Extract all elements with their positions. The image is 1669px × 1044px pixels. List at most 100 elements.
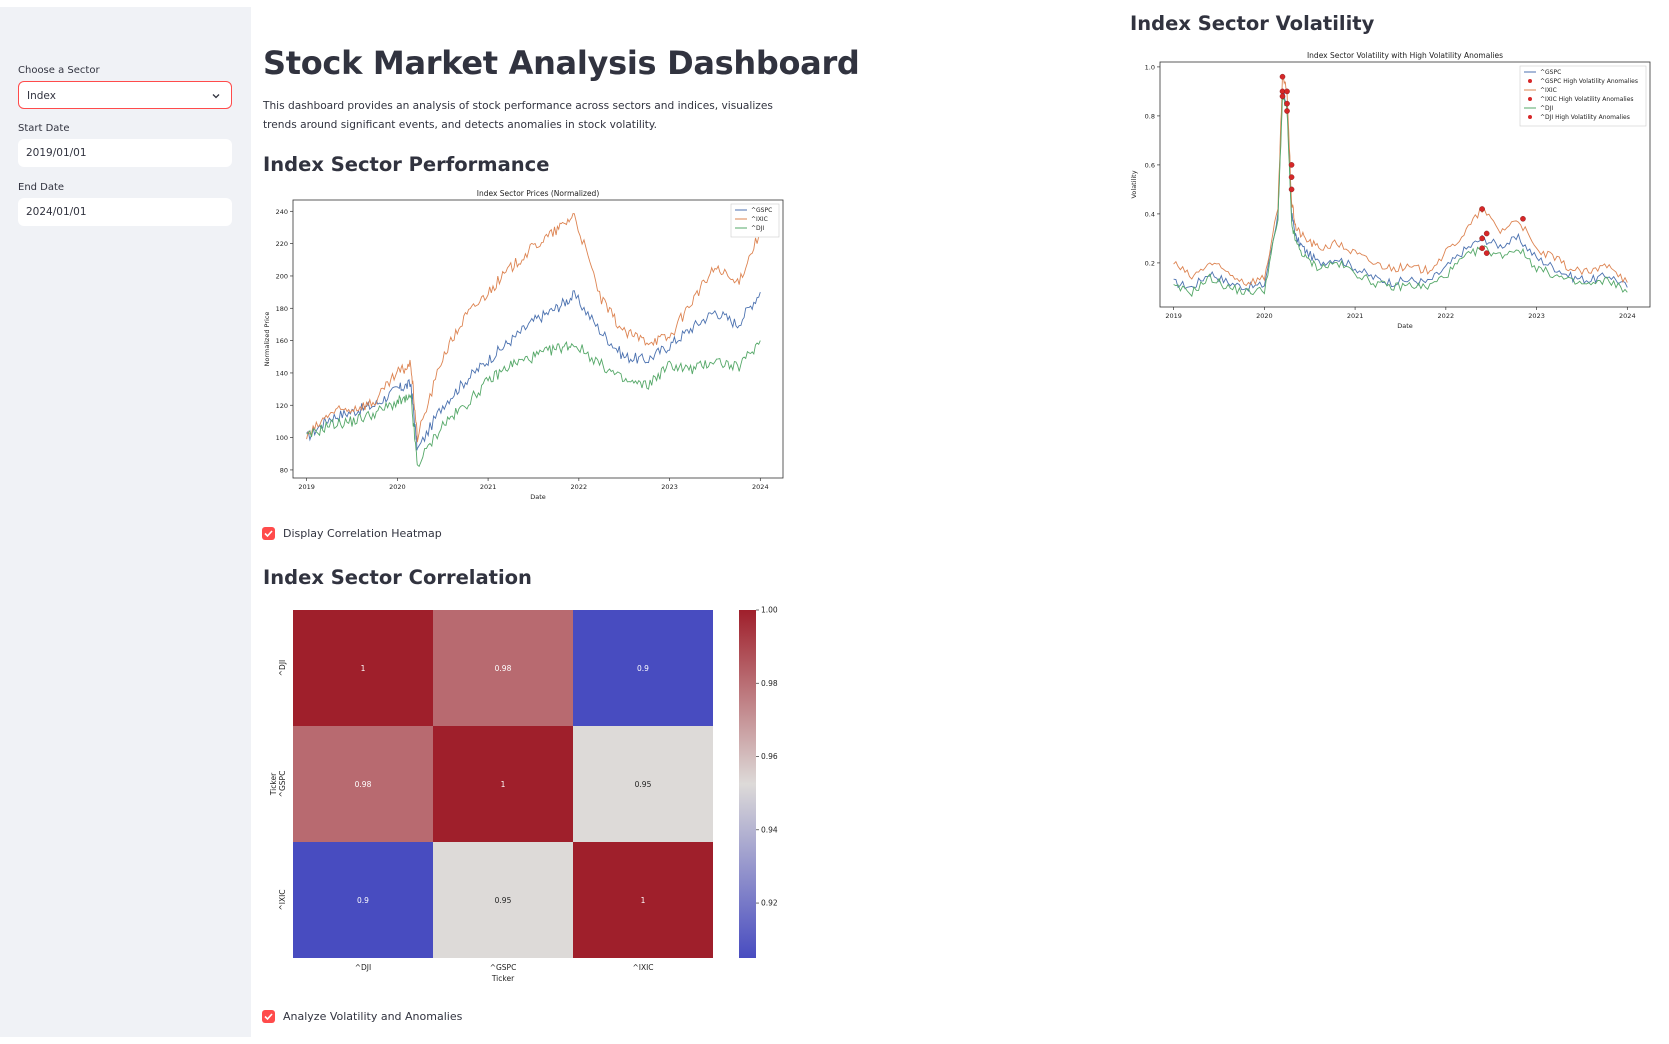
x-tick-label: ^GSPC: [490, 963, 517, 972]
legend-marker: [1528, 79, 1532, 83]
y-tick-label: 100: [276, 434, 288, 442]
heatmap-cell-label: 0.98: [355, 780, 372, 789]
x-tick-label: 2019: [1165, 312, 1182, 320]
anomaly-point-ixic: [1288, 162, 1295, 168]
heatmap-cell-label: 1: [501, 780, 506, 789]
heatmap-cell: [293, 610, 433, 726]
y-tick-label: 160: [276, 337, 288, 345]
legend-label: ^IXIC High Volatility Anomalies: [1540, 96, 1634, 103]
chart-title: Index Sector Volatility with High Volati…: [1307, 51, 1503, 60]
colorbar-tick-label: 0.96: [761, 752, 778, 761]
x-tick-label: 2024: [752, 483, 769, 491]
colorbar-tick-label: 0.98: [761, 679, 778, 688]
anomaly-point-dji: [1288, 186, 1295, 193]
x-tick-label: ^DJI: [355, 963, 371, 972]
y-tick-label: ^DJI: [278, 660, 287, 676]
series-line-ixic: [1173, 74, 1628, 287]
end-date-label: End Date: [18, 182, 65, 193]
y-tick-label: ^IXIC: [278, 889, 287, 910]
checkbox-checked-icon: [262, 1010, 275, 1023]
series-line-gspc: [1173, 89, 1628, 292]
heatmap-cell-label: 1: [641, 896, 646, 905]
heatmap-cell-label: 1: [361, 664, 366, 673]
performance-line-chart: Index Sector Prices (Normalized) 2019 2020…: [263, 188, 793, 508]
plot-frame: [292, 199, 784, 479]
y-tick-label: 0.8: [1145, 112, 1155, 120]
start-date-input[interactable]: 2019/01/01: [18, 139, 232, 167]
legend-label: ^GSPC: [1540, 69, 1561, 76]
y-tick-label: 180: [276, 305, 288, 313]
x-axis-label: Date: [530, 493, 546, 501]
x-tick-label: 2020: [389, 483, 406, 491]
heatmap-cell-label: 0.95: [495, 896, 512, 905]
anomaly-point-ixic: [1284, 88, 1290, 95]
heatmap-cell: [433, 726, 573, 842]
heatmap-checkbox-label: Display Correlation Heatmap: [283, 527, 442, 540]
series-line-gspc: [306, 290, 761, 451]
y-tick-label: 0.4: [1145, 210, 1155, 218]
heatmap-cell-label: 0.9: [637, 664, 649, 673]
anomaly-point-dji: [1284, 108, 1290, 114]
heatmap-cell: [573, 610, 713, 726]
y-tick-label: 240: [276, 208, 288, 216]
plot-frame: [1159, 61, 1651, 308]
x-tick-label: 2024: [1619, 312, 1636, 320]
y-tick-label: 140: [276, 369, 288, 377]
correlation-header: Index Sector Correlation: [263, 566, 532, 589]
sector-select-label: Choose a Sector: [18, 65, 100, 76]
page-description: This dashboard provides an analysis of s…: [263, 100, 773, 131]
sector-select[interactable]: Index: [18, 81, 232, 109]
volatility-checkbox-label: Analyze Volatility and Anomalies: [283, 1010, 463, 1023]
volatility-checkbox[interactable]: Analyze Volatility and Anomalies: [262, 1010, 462, 1023]
legend-label: ^GSPC: [751, 207, 772, 214]
legend-marker: [1528, 115, 1532, 119]
x-tick-label: 2022: [1438, 312, 1455, 320]
y-tick-label: 120: [276, 402, 288, 410]
heatmap-cell: [573, 726, 713, 842]
anomaly-point-gspc: [1288, 174, 1295, 180]
anomaly-point-dji: [1479, 245, 1485, 251]
colorbar: [739, 610, 756, 958]
heatmap-cell-label: 0.9: [357, 896, 369, 905]
volatility-line-chart: Index Sector Volatility with High Volati…: [1130, 47, 1660, 337]
legend-marker: [1528, 97, 1532, 101]
anomaly-point-ixic: [1479, 206, 1485, 212]
sector-select-value: Index: [27, 90, 56, 102]
y-tick-label: 200: [276, 272, 288, 280]
x-tick-label: 2021: [480, 483, 497, 491]
y-axis-label: Volatility: [1130, 170, 1138, 198]
legend-label: ^DJI: [751, 225, 764, 232]
heatmap-cell: [293, 842, 433, 958]
x-tick-label: 2022: [571, 483, 588, 491]
end-date-input[interactable]: 2024/01/01: [18, 198, 232, 226]
x-axis-label: Date: [1397, 322, 1413, 330]
heatmap-cell-label: 0.95: [635, 780, 652, 789]
colorbar-tick-label: 1.00: [761, 606, 778, 615]
chevron-down-icon: [212, 94, 220, 99]
x-tick-label: 2021: [1347, 312, 1364, 320]
y-tick-label: ^GSPC: [278, 771, 287, 798]
page-title: Stock Market Analysis Dashboard: [263, 44, 860, 82]
volatility-header: Index Sector Volatility: [1130, 12, 1375, 35]
legend-label: ^IXIC: [1540, 87, 1557, 94]
heatmap-checkbox[interactable]: Display Correlation Heatmap: [262, 527, 442, 540]
y-axis-label: Normalized Price: [263, 312, 271, 367]
y-tick-label: 1.0: [1145, 63, 1155, 71]
heatmap-cell: [433, 842, 573, 958]
checkbox-checked-icon: [262, 527, 275, 540]
colorbar-tick-label: 0.94: [761, 825, 778, 834]
x-tick-label: ^IXIC: [632, 963, 653, 972]
anomaly-point-ixic: [1279, 73, 1286, 80]
performance-header: Index Sector Performance: [263, 153, 550, 176]
legend-label: ^DJI High Volatility Anomalies: [1540, 114, 1630, 121]
legend-label: ^IXIC: [751, 216, 768, 223]
series-line-ixic: [306, 213, 761, 443]
x-axis-label: Ticker: [491, 974, 515, 983]
x-tick-label: 2019: [298, 483, 315, 491]
y-axis-label: Ticker: [269, 772, 278, 796]
start-date-label: Start Date: [18, 123, 70, 134]
colorbar-tick-label: 0.92: [761, 899, 778, 908]
legend-box: [1519, 65, 1647, 127]
anomaly-point-ixic: [1520, 215, 1526, 222]
anomaly-point-gspc: [1483, 230, 1490, 237]
